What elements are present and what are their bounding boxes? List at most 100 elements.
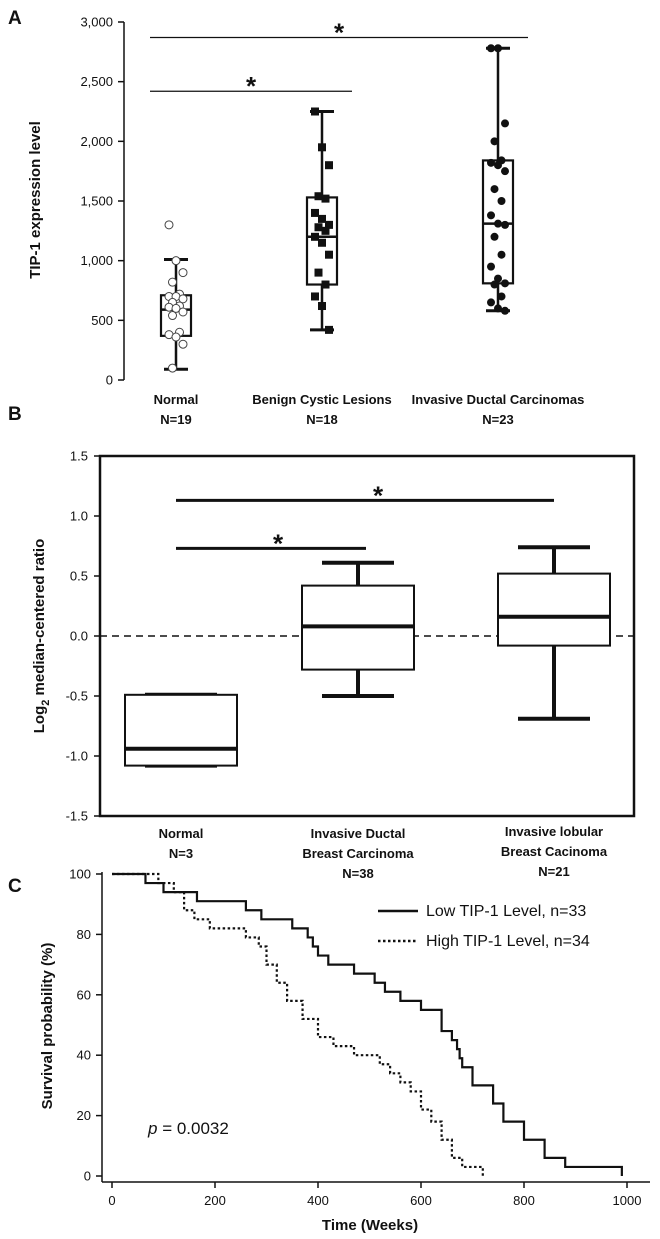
panel-a-point [494, 219, 502, 228]
panel-c-x-tick-label: 800 [513, 1193, 535, 1208]
panel-a-point [494, 274, 502, 283]
panel-a-point [325, 325, 333, 334]
significance-star: * [246, 71, 257, 101]
panel-a-category-n: N=23 [482, 412, 513, 427]
panel-a-plot: ** [150, 18, 528, 373]
panel-b-plot: ** [100, 480, 634, 768]
panel-b-categories: Normal N=3 Invasive Ductal Breast Carcinoma… [159, 824, 608, 881]
panel-c-y-tick-label: 60 [77, 987, 91, 1002]
panel-b-category-label: Invasive Ductal [311, 826, 406, 841]
panel-a-point [487, 44, 495, 53]
panel-b-y-tick-label: -1.0 [66, 749, 88, 764]
panel-a-point [171, 303, 181, 313]
panel-a-point [321, 194, 330, 203]
panel-a-point [487, 298, 495, 307]
legend-label: High TIP-1 Level, n=34 [426, 933, 590, 950]
panel-c-y-tick-label: 40 [77, 1048, 91, 1063]
panel-a-point [178, 294, 188, 304]
panel-b-category-label: Invasive lobular [505, 824, 603, 839]
panel-a-point [321, 280, 330, 289]
panel-a-point [501, 119, 509, 128]
panel-a-point [494, 44, 502, 53]
panel-c-y-tick-label: 20 [77, 1108, 91, 1123]
panel-a-point [490, 185, 499, 194]
panel-a-point [325, 161, 333, 170]
panel-a-y-tick-label: 1,000 [80, 253, 113, 268]
panel-b-category-label: N=21 [538, 864, 569, 879]
panel-a: A TIP-1 expression level 0 500 1,000 1,500 2… [8, 8, 584, 427]
panel-a-y-tick-label: 3,000 [80, 15, 113, 30]
panel-c-x-tick-label: 1000 [613, 1193, 642, 1208]
panel-c-x-tick-label: 400 [307, 1193, 329, 1208]
panel-a-letter: A [8, 8, 22, 29]
panel-a-point [311, 232, 319, 241]
panel-a-point [311, 107, 319, 116]
panel-a-point [501, 279, 509, 288]
panel-a-y-tick-label: 2,000 [80, 134, 113, 149]
panel-b-y-tick-label: 0.0 [70, 629, 88, 644]
panel-a-point [497, 197, 506, 205]
panel-c-x-tick-label: 600 [410, 1193, 432, 1208]
panel-a-point [501, 220, 509, 229]
panel-a-point [168, 277, 177, 287]
panel-a-point [487, 211, 495, 220]
panel-c-x-tick-label: 0 [108, 1193, 115, 1208]
panel-c-y-axis-label: Survival probability (%) [39, 943, 56, 1110]
panel-a-point [490, 232, 499, 241]
panel-a-y-tick-label: 1,500 [80, 194, 113, 209]
panel-b-box [497, 572, 611, 647]
panel-a-point [311, 208, 319, 217]
panel-a-point [318, 302, 326, 311]
p-value-text: = 0.0032 [157, 1119, 228, 1138]
panel-a-point [497, 292, 506, 301]
legend-label: Low TIP-1 Level, n=33 [426, 903, 586, 920]
panel-a-categories: Normal N=19 Benign Cystic Lesions N=18 Invas… [154, 392, 585, 427]
panel-a-point [325, 220, 333, 229]
panel-b-y-tick-label: -0.5 [66, 689, 88, 704]
panel-a-y-tick-label: 2,500 [80, 74, 113, 89]
panel-a-point [314, 268, 323, 277]
panel-b-letter: B [8, 404, 22, 425]
panel-c-ticks: 0 200 400 600 800 1000 0 20 40 60 80 100 [69, 867, 641, 1209]
panel-a-point [311, 292, 319, 301]
panel-c-plot [112, 872, 623, 1176]
p-value-symbol: p [147, 1119, 157, 1138]
panel-b-y-label-sub: 2 [40, 700, 52, 706]
panel-a-point [178, 339, 188, 349]
significance-star: * [334, 18, 345, 48]
panel-a-point [325, 250, 333, 259]
p-value-annotation: p = 0.0032 [147, 1119, 229, 1138]
panel-a-point [318, 143, 326, 152]
panel-c-y-tick-label: 80 [77, 927, 91, 942]
panel-b-category-label: Breast Cacinoma [501, 844, 608, 859]
panel-a-point [314, 223, 323, 232]
panel-a-y-ticks: 0 500 1,000 1,500 2,000 2,500 3,000 [80, 15, 124, 388]
panel-a-point [318, 214, 326, 223]
panel-c-x-axis-label: Time (Weeks) [322, 1217, 418, 1234]
panel-a-point [318, 238, 326, 247]
panel-a-point [501, 167, 509, 176]
panel-c-y-tick-label: 0 [84, 1169, 91, 1184]
panel-a-point [314, 192, 323, 201]
panel-a-y-tick-label: 0 [106, 373, 113, 388]
panel-a-category-n: N=18 [306, 412, 337, 427]
low-tip1-survival-curve [112, 872, 623, 1176]
panel-b-y-tick-label: 1.0 [70, 509, 88, 524]
panel-c-legend: Low TIP-1 Level, n=33 High TIP-1 Level, n… [378, 903, 590, 950]
panel-a-category-label: Benign Cystic Lesions [252, 392, 391, 407]
panel-b-category-label: Breast Carcinoma [302, 846, 414, 861]
panel-a-point [487, 158, 495, 167]
panel-a-point [487, 262, 495, 271]
panel-a-point [168, 311, 177, 321]
panel-c-letter: C [8, 876, 22, 897]
panel-b-y-tick-label: -1.5 [66, 809, 88, 824]
panel-a-point [497, 250, 506, 259]
panel-a-point [490, 280, 499, 289]
panel-b-y-label-log: Log [31, 706, 48, 734]
panel-b-category-label: N=3 [169, 846, 193, 861]
panel-a-point [494, 161, 502, 170]
panel-a-y-tick-label: 500 [91, 313, 113, 328]
panel-b-category-label: N=38 [342, 866, 373, 881]
panel-a-point [494, 304, 502, 313]
